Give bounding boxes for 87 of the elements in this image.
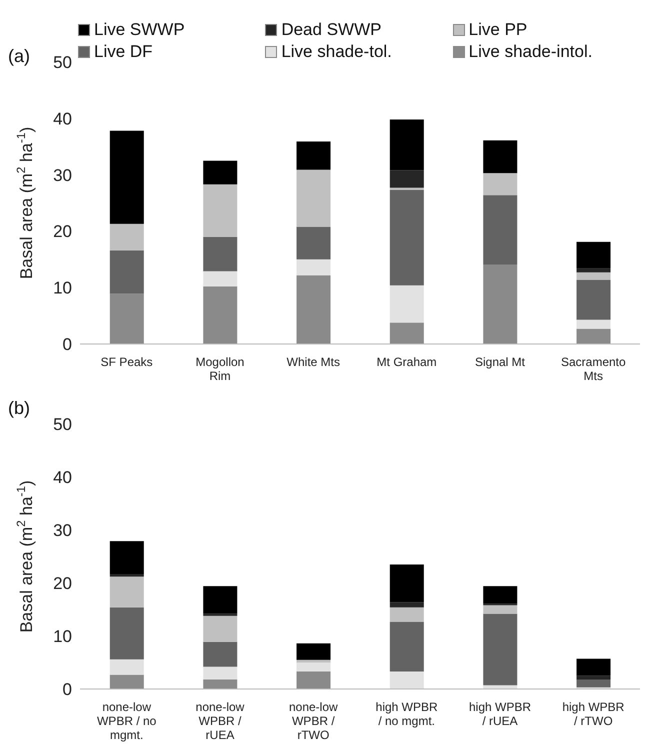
x-tick-label: high WPBR / rTWO xyxy=(562,700,625,728)
bar xyxy=(576,676,611,680)
bar xyxy=(576,679,611,688)
bar xyxy=(203,642,238,667)
y-tick-label: 40 xyxy=(53,468,72,488)
legend-label: Live PP xyxy=(468,20,528,40)
bar xyxy=(296,142,331,170)
bar xyxy=(110,541,144,574)
bar xyxy=(576,268,611,272)
x-tick-label: none-low WPBR / rUEA xyxy=(196,700,245,742)
bar xyxy=(483,605,518,614)
y-tick-label: 40 xyxy=(53,109,72,128)
x-tick-label: Mt Graham xyxy=(376,355,437,369)
bar xyxy=(576,320,611,329)
legend-label: Dead SWWP xyxy=(281,20,382,40)
bar xyxy=(483,264,518,344)
bar xyxy=(296,259,331,276)
bar xyxy=(203,236,238,272)
bar xyxy=(483,173,518,196)
bar xyxy=(203,271,238,286)
y-tick-label: 50 xyxy=(53,53,72,72)
y-tick-label: 20 xyxy=(53,574,72,594)
y-tick-label: 30 xyxy=(53,521,72,540)
bar xyxy=(110,659,144,675)
x-tick-label: high WPBR / rUEA xyxy=(468,700,532,728)
bar xyxy=(390,322,424,344)
bar xyxy=(296,275,331,344)
bar xyxy=(483,140,518,174)
y-tick-label: 50 xyxy=(53,415,72,434)
chart-title: (a) xyxy=(8,46,30,67)
y-tick-label: 10 xyxy=(53,627,72,646)
bar xyxy=(203,184,238,237)
bar xyxy=(296,170,331,227)
x-tick-label: SF Peaks xyxy=(100,355,153,369)
bar xyxy=(203,286,238,344)
bar xyxy=(576,242,611,268)
bar xyxy=(203,160,238,184)
x-tick-label: none-low WPBR / no mgmt. xyxy=(96,700,157,742)
bar xyxy=(110,130,144,224)
bar xyxy=(110,574,144,577)
x-tick-label: high WPBR / no mgmt. xyxy=(376,700,438,728)
bar xyxy=(390,622,424,672)
y-tick-label: 30 xyxy=(53,166,72,185)
y-tick-label: 10 xyxy=(53,278,72,298)
bar xyxy=(110,250,144,294)
legend-label: Live shade-intol. xyxy=(468,42,592,62)
bar xyxy=(483,614,518,686)
chart-title: (b) xyxy=(8,398,30,419)
bar xyxy=(203,586,238,614)
bar xyxy=(576,658,611,676)
x-tick-label: Signal Mt xyxy=(474,355,526,369)
bar xyxy=(110,294,144,344)
legend-label: Live shade-tol. xyxy=(281,42,392,62)
bar xyxy=(390,602,424,608)
y-tick-label: 0 xyxy=(62,335,72,354)
legend-label: Live SWWP xyxy=(94,20,185,40)
bar xyxy=(576,272,611,280)
bar xyxy=(390,190,424,286)
x-tick-label: Mogollon Rim xyxy=(196,355,244,383)
x-tick-label: Sacramento Mts xyxy=(560,355,626,383)
bar xyxy=(576,280,611,320)
bar xyxy=(390,285,424,323)
bar xyxy=(110,576,144,608)
bar xyxy=(110,224,144,250)
bar xyxy=(203,679,238,689)
bar xyxy=(203,666,238,680)
bar xyxy=(110,607,144,660)
bar xyxy=(390,672,424,689)
bar xyxy=(390,120,424,170)
bar xyxy=(390,564,424,602)
bar xyxy=(296,662,331,672)
bar xyxy=(296,660,331,662)
legend-label: Live DF xyxy=(94,42,153,62)
bar xyxy=(296,643,331,660)
bar xyxy=(483,195,518,264)
bar xyxy=(110,674,144,689)
bar xyxy=(576,328,611,344)
y-tick-label: 0 xyxy=(62,680,72,700)
x-tick-label: White Mts xyxy=(286,355,340,369)
x-tick-label: none-low WPBR / rTWO xyxy=(288,700,338,742)
bar xyxy=(296,226,331,260)
bar xyxy=(390,607,424,622)
y-tick-label: 20 xyxy=(53,222,72,242)
bar xyxy=(390,170,424,188)
bar xyxy=(483,586,518,604)
bar xyxy=(296,672,331,689)
bar xyxy=(203,616,238,642)
